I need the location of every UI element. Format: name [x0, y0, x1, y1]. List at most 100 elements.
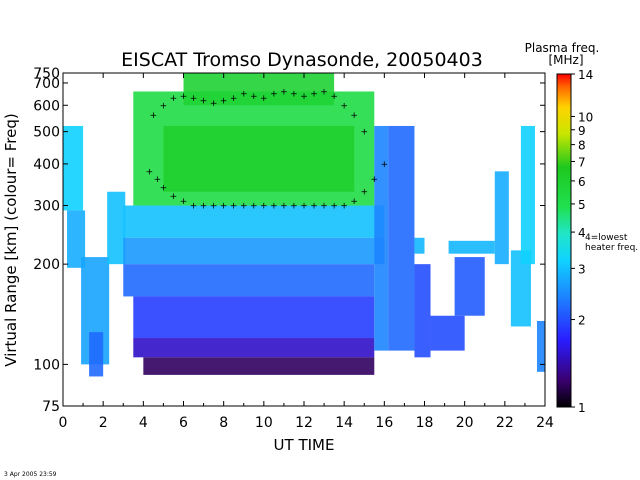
heat-band-13 — [143, 357, 375, 375]
plus-marker-1-19: + — [340, 101, 348, 111]
x-tick-label-24: 24 — [536, 415, 554, 431]
heat-band-1 — [67, 210, 86, 268]
plus-marker-0-20: + — [340, 202, 348, 212]
colorbar — [556, 73, 572, 408]
heat-band-9 — [123, 237, 385, 265]
plus-marker-0-8: + — [220, 202, 228, 212]
x-tick-label-22: 22 — [496, 415, 514, 431]
plus-marker-1-8: + — [230, 94, 238, 104]
y-tick-label-100: 100 — [33, 357, 60, 373]
plus-marker-1-14: + — [290, 90, 298, 100]
heat-band-14 — [374, 125, 389, 351]
plus-marker-0-24: + — [381, 160, 389, 170]
heat-band-17 — [414, 264, 431, 358]
plus-marker-1-6: + — [210, 99, 218, 109]
plus-marker-0-16: + — [300, 202, 308, 212]
heat-band-24 — [536, 320, 545, 372]
x-tick-label-8: 8 — [219, 415, 228, 431]
x-axis: 0 2 4 6 8 10 12 14 16 18 20 22 24 — [59, 73, 554, 431]
plus-marker-1-5: + — [200, 97, 208, 107]
plus-marker-1-17: + — [320, 87, 328, 97]
plus-marker-0-14: + — [280, 202, 288, 212]
colorbar-tick-label-10: 10 — [578, 110, 593, 124]
colorbar-tick-label-4: 4 — [578, 226, 586, 240]
heat-band-22 — [510, 250, 531, 327]
heat-band-16 — [414, 237, 425, 254]
plus-marker-1-3: + — [180, 92, 188, 102]
colorbar-tick-label-6: 6 — [578, 175, 586, 189]
colorbar-title-line2: [MHz] — [548, 53, 583, 67]
plus-marker-0-9: + — [230, 202, 238, 212]
plus-marker-0-19: + — [330, 202, 338, 212]
x-tick-label-12: 12 — [295, 415, 313, 431]
plus-marker-0-11: + — [250, 202, 258, 212]
plus-marker-1-2: + — [170, 94, 178, 104]
colorbar-tick-label-14: 14 — [578, 68, 593, 82]
plus-marker-1-11: + — [260, 94, 268, 104]
plus-marker-0-1: + — [154, 175, 162, 185]
plus-marker-1-9: + — [240, 90, 248, 100]
colorbar-title-line1: Plasma freq. — [525, 41, 600, 55]
y-tick-label-600: 600 — [33, 98, 60, 114]
x-tick-label-14: 14 — [335, 415, 353, 431]
x-axis-label: UT TIME — [274, 436, 335, 454]
y-axis-label: Virtual Range [km] (colour= Freq) — [2, 113, 20, 366]
plus-marker-1-1: + — [160, 101, 168, 111]
heat-band-18 — [430, 315, 465, 351]
colorbar-tick-label-8: 8 — [578, 139, 586, 153]
plus-marker-1-15: + — [300, 92, 308, 102]
plus-marker-0-10: + — [240, 202, 248, 212]
heat-band-5 — [123, 205, 385, 238]
x-tick-label-0: 0 — [59, 415, 68, 431]
y-tick-label-700: 700 — [33, 76, 60, 92]
colorbar-tick-label-9: 9 — [578, 124, 586, 138]
plus-marker-0-22: + — [360, 188, 368, 198]
plus-marker-0-23: + — [371, 175, 379, 185]
heat-band-8 — [183, 73, 335, 106]
marker-layer: ++++ + + + + + + + + + + + + + + + + + +++++++ + + + + + + + + + + + +… — [146, 87, 389, 211]
plus-marker-1-10: + — [250, 92, 258, 102]
heat-band-3 — [89, 332, 104, 377]
x-tick-label-10: 10 — [255, 415, 273, 431]
heat-band-12 — [133, 338, 375, 358]
heat-band-20 — [454, 257, 485, 316]
chart-title: EISCAT Tromso Dynasonde, 20050403 — [121, 49, 483, 71]
colorbar-annotation-line2: heater freq. — [585, 243, 638, 253]
plus-marker-1-13: + — [280, 87, 288, 97]
plus-marker-0-13: + — [270, 202, 278, 212]
plus-marker-1-20: + — [350, 111, 358, 121]
colorbar-annotation-line1: 4=lowest — [585, 233, 628, 243]
heatmap-layer — [63, 73, 545, 377]
plus-marker-1-21: + — [360, 128, 368, 138]
plus-marker-0-21: + — [350, 197, 358, 207]
x-tick-label-4: 4 — [139, 415, 148, 431]
plus-marker-0-0: + — [146, 167, 154, 177]
heat-band-4 — [107, 191, 126, 265]
plus-marker-0-3: + — [170, 192, 178, 202]
x-tick-label-16: 16 — [375, 415, 393, 431]
plus-marker-1-12: + — [270, 90, 278, 100]
plus-marker-0-5: + — [190, 202, 198, 212]
y-tick-label-400: 400 — [33, 157, 60, 173]
heat-band-19 — [448, 240, 495, 254]
y-tick-label-750: 750 — [33, 66, 60, 82]
x-tick-label-2: 2 — [99, 415, 108, 431]
plus-marker-0-6: + — [200, 202, 208, 212]
plus-marker-0-4: + — [180, 197, 188, 207]
plus-marker-0-12: + — [260, 202, 268, 212]
plus-marker-1-7: + — [220, 97, 228, 107]
plus-marker-1-4: + — [190, 94, 198, 104]
heat-band-11 — [133, 296, 375, 339]
plus-marker-0-15: + — [290, 202, 298, 212]
x-tick-label-18: 18 — [416, 415, 434, 431]
colorbar-tick-label-7: 7 — [578, 155, 586, 169]
heat-band-0 — [63, 125, 84, 211]
plus-marker-0-17: + — [310, 202, 318, 212]
heat-band-7 — [163, 125, 355, 192]
heat-band-21 — [494, 171, 509, 265]
colorbar-tick-label-2: 2 — [578, 314, 586, 328]
y-tick-label-500: 500 — [33, 125, 60, 141]
timestamp: 3 Apr 2005 23:59 — [4, 471, 57, 478]
